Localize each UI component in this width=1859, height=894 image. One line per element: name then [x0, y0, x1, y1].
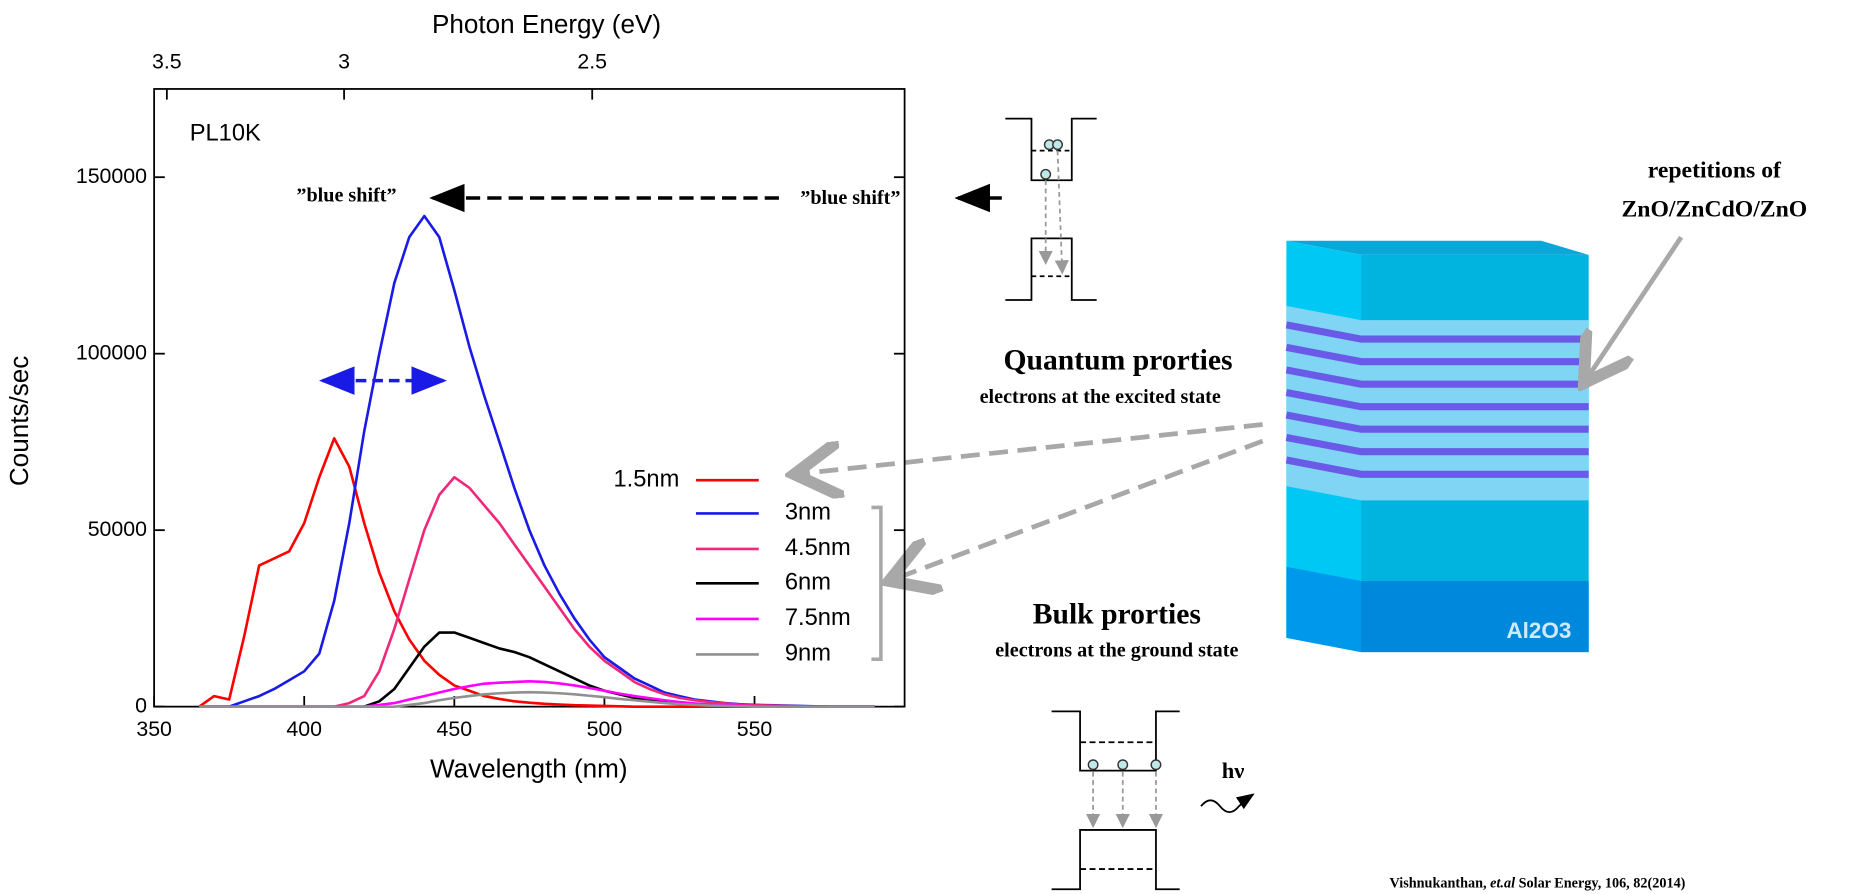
x2-tick-label: 2.5 [577, 50, 607, 74]
label: electrons at the excited state [980, 386, 1221, 408]
annotation: PL10K [190, 120, 261, 146]
y-tick-label: 50000 [88, 517, 147, 541]
y-axis-label: Counts/sec [4, 356, 34, 486]
x-tick-label: 450 [437, 717, 473, 741]
x-axis-label: Wavelength (nm) [430, 754, 628, 784]
label: ZnO/ZnCdO/ZnO [1621, 197, 1807, 223]
x2-tick-label: 3.5 [152, 50, 182, 74]
photon-arrow [1201, 794, 1253, 812]
legend-label: 1.5nm [613, 466, 679, 492]
legend-label: 9nm [785, 641, 831, 667]
arrow [1584, 237, 1681, 383]
x2-tick-label: 3 [338, 50, 350, 74]
annotation: ”blue shift” [800, 187, 900, 209]
annotation: ”blue shift” [296, 184, 396, 206]
x-tick-label: 500 [587, 717, 623, 741]
label: Bulk prorties [1033, 598, 1201, 630]
y-tick-label: 150000 [76, 164, 147, 188]
legend-label: 3nm [785, 500, 831, 526]
series-line [199, 216, 874, 707]
legend-label: 7.5nm [785, 605, 851, 631]
electrons [1041, 140, 1161, 770]
y-tick-label: 100000 [76, 340, 147, 364]
x-tick-label: 350 [136, 717, 172, 741]
layer-stack [1286, 241, 1588, 652]
arrow [889, 441, 1262, 581]
x2-axis-label: Photon Energy (eV) [432, 9, 661, 39]
citation-etal: et.al [1490, 876, 1515, 892]
label: repetitions of [1648, 157, 1782, 183]
substrate-label: Al2O3 [1506, 618, 1571, 643]
x-tick-label: 550 [737, 717, 773, 741]
citation-journal: Solar Energy, 106, 82(2014) [1519, 876, 1686, 892]
x-tick-label: 400 [286, 717, 322, 741]
label: electrons at the ground state [995, 640, 1238, 662]
label: Quantum prorties [1003, 345, 1232, 377]
citation: Vishnukanthan, et.al Solar Energy, 106, … [1390, 876, 1686, 892]
photon-label: hν [1222, 758, 1245, 783]
legend-label: 6nm [785, 570, 831, 596]
y-tick-label: 0 [135, 693, 147, 717]
citation-author: Vishnukanthan, [1390, 876, 1488, 892]
legend-label: 4.5nm [785, 535, 851, 561]
series-line [199, 438, 874, 706]
figure: Photon Energy (eV) Wavelength (nm) Count… [0, 0, 1859, 894]
series-line [199, 633, 874, 707]
legend-bracket [871, 507, 880, 659]
